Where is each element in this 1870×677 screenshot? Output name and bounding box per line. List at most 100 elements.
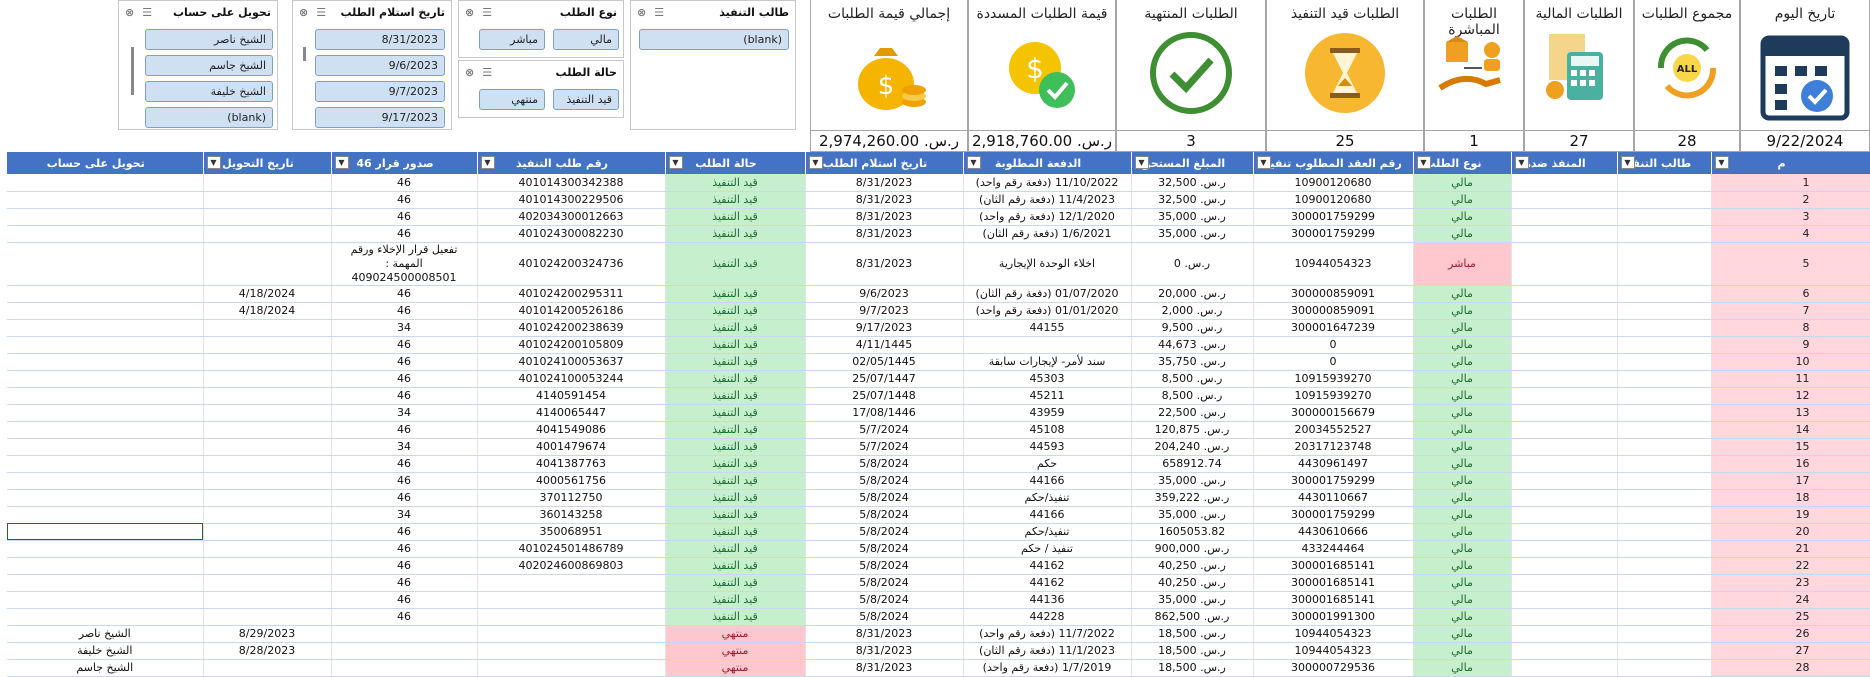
cell-defendant[interactable] <box>1511 557 1618 575</box>
cell-request-type[interactable]: مالي <box>1413 625 1512 643</box>
cell-request-status[interactable]: قيد التنفيذ <box>665 557 806 575</box>
cell-contract[interactable]: 300001647239 <box>1253 319 1414 337</box>
cell-amount[interactable]: ر.س. 18,500 <box>1131 659 1254 677</box>
cell-request-status[interactable]: منتهي <box>665 659 806 677</box>
cell-receipt-date[interactable]: 5/8/2024 <box>805 489 964 507</box>
cell-transfer-account[interactable]: الشيخ ناصر <box>7 625 204 643</box>
cell-executor[interactable] <box>1617 353 1712 371</box>
cell-decision-46[interactable] <box>331 659 478 677</box>
cell-decision-46[interactable]: 46 <box>331 353 478 371</box>
cell-transfer-date[interactable]: 8/28/2023 <box>203 642 332 660</box>
cell-request-type[interactable]: مالي <box>1413 659 1512 677</box>
cell-request-status[interactable]: قيد التنفيذ <box>665 574 806 592</box>
cell-amount[interactable]: ر.س. 44,673 <box>1131 336 1254 354</box>
cell-request-status[interactable]: منتهي <box>665 642 806 660</box>
cell-decision-46[interactable]: 46 <box>331 574 478 592</box>
cell-executor[interactable] <box>1617 659 1712 677</box>
cell-defendant[interactable] <box>1511 438 1618 456</box>
cell-decision-46[interactable]: 46 <box>331 557 478 575</box>
cell-receipt-date[interactable]: 8/31/2023 <box>805 242 964 286</box>
cell-defendant[interactable] <box>1511 174 1618 192</box>
cell-decision-46[interactable]: 46 <box>331 225 478 243</box>
cell-executor[interactable] <box>1617 540 1712 558</box>
cell-defendant[interactable] <box>1511 608 1618 626</box>
cell-transfer-date[interactable] <box>203 455 332 473</box>
cell-executor[interactable] <box>1617 506 1712 524</box>
cell-row-number[interactable]: 22 <box>1711 557 1870 575</box>
cell-request-status[interactable]: قيد التنفيذ <box>665 285 806 303</box>
slicer-item[interactable]: (blank) <box>639 29 789 50</box>
cell-decision-46[interactable]: 34 <box>331 404 478 422</box>
cell-executor[interactable] <box>1617 625 1712 643</box>
cell-amount[interactable]: ر.س. 20,000 <box>1131 285 1254 303</box>
slicer-item[interactable]: الشيخ جاسم <box>145 55 273 76</box>
cell-request-type[interactable]: مالي <box>1413 506 1512 524</box>
filter-dropdown-icon[interactable]: ▼ <box>966 156 981 169</box>
cell-amount[interactable]: 1605053.82 <box>1131 523 1254 541</box>
cell-request-status[interactable]: قيد التنفيذ <box>665 608 806 626</box>
cell-receipt-date[interactable]: 9/17/2023 <box>805 319 964 337</box>
cell-row-number[interactable]: 7 <box>1711 302 1870 320</box>
cell-transfer-account[interactable] <box>7 557 204 575</box>
cell-row-number[interactable]: 14 <box>1711 421 1870 439</box>
clear-filter-icon[interactable]: ⊗ <box>465 65 475 79</box>
cell-transfer-date[interactable] <box>203 319 332 337</box>
cell-request-type[interactable]: مالي <box>1413 404 1512 422</box>
cell-decision-46[interactable]: 46 <box>331 191 478 209</box>
cell-payment[interactable]: 44162 <box>963 557 1132 575</box>
cell-contract[interactable]: 10900120680 <box>1253 191 1414 209</box>
cell-transfer-account[interactable] <box>7 404 204 422</box>
cell-amount[interactable]: ر.س. 35,750 <box>1131 353 1254 371</box>
cell-row-number[interactable]: 10 <box>1711 353 1870 371</box>
cell-receipt-date[interactable]: 8/31/2023 <box>805 659 964 677</box>
cell-contract[interactable]: 300001759299 <box>1253 208 1414 226</box>
cell-payment[interactable]: (دفعة رقم الثان) 01/07/2020 <box>963 285 1132 303</box>
cell-receipt-date[interactable]: 25/07/1447 <box>805 370 964 388</box>
cell-receipt-date[interactable]: 5/8/2024 <box>805 472 964 490</box>
cell-executor[interactable] <box>1617 387 1712 405</box>
cell-amount[interactable]: ر.س. 900,000 <box>1131 540 1254 558</box>
cell-request-status[interactable]: قيد التنفيذ <box>665 370 806 388</box>
cell-request-type[interactable]: مالي <box>1413 642 1512 660</box>
cell-row-number[interactable]: 18 <box>1711 489 1870 507</box>
cell-defendant[interactable] <box>1511 404 1618 422</box>
cell-payment[interactable] <box>963 336 1132 354</box>
cell-transfer-date[interactable] <box>203 489 332 507</box>
cell-transfer-date[interactable] <box>203 191 332 209</box>
cell-transfer-account[interactable] <box>7 242 204 286</box>
cell-row-number[interactable]: 2 <box>1711 191 1870 209</box>
cell-contract[interactable]: 300001685141 <box>1253 574 1414 592</box>
cell-defendant[interactable] <box>1511 336 1618 354</box>
filter-dropdown-icon[interactable]: ▼ <box>1416 156 1431 169</box>
cell-request-status[interactable]: قيد التنفيذ <box>665 472 806 490</box>
cell-payment[interactable]: اخلاء الوحدة الإيجارية <box>963 242 1132 286</box>
cell-amount[interactable]: ر.س. 35,000 <box>1131 591 1254 609</box>
cell-transfer-date[interactable] <box>203 404 332 422</box>
cell-payment[interactable]: 44593 <box>963 438 1132 456</box>
cell-defendant[interactable] <box>1511 472 1618 490</box>
cell-receipt-date[interactable]: 5/8/2024 <box>805 455 964 473</box>
cell-request-number[interactable]: 401024100053637 <box>477 353 666 371</box>
cell-amount[interactable]: ر.س. 40,250 <box>1131 557 1254 575</box>
cell-defendant[interactable] <box>1511 242 1618 286</box>
slicer-item[interactable]: الشيخ ناصر <box>145 29 273 50</box>
cell-amount[interactable]: ر.س. 18,500 <box>1131 625 1254 643</box>
cell-request-type[interactable]: مالي <box>1413 208 1512 226</box>
cell-receipt-date[interactable]: 5/8/2024 <box>805 540 964 558</box>
cell-amount[interactable]: ر.س. 8,500 <box>1131 370 1254 388</box>
cell-transfer-date[interactable] <box>203 387 332 405</box>
cell-row-number[interactable]: 12 <box>1711 387 1870 405</box>
cell-request-number[interactable] <box>477 659 666 677</box>
cell-executor[interactable] <box>1617 242 1712 286</box>
cell-amount[interactable]: ر.س. 40,250 <box>1131 574 1254 592</box>
cell-request-status[interactable]: قيد التنفيذ <box>665 174 806 192</box>
cell-contract[interactable]: 0 <box>1253 353 1414 371</box>
cell-request-number[interactable]: 4000561756 <box>477 472 666 490</box>
cell-request-status[interactable]: قيد التنفيذ <box>665 438 806 456</box>
cell-executor[interactable] <box>1617 404 1712 422</box>
cell-row-number[interactable]: 1 <box>1711 174 1870 192</box>
cell-transfer-date[interactable] <box>203 557 332 575</box>
cell-decision-46[interactable]: 46 <box>331 387 478 405</box>
cell-request-number[interactable] <box>477 642 666 660</box>
cell-decision-46[interactable]: 46 <box>331 608 478 626</box>
